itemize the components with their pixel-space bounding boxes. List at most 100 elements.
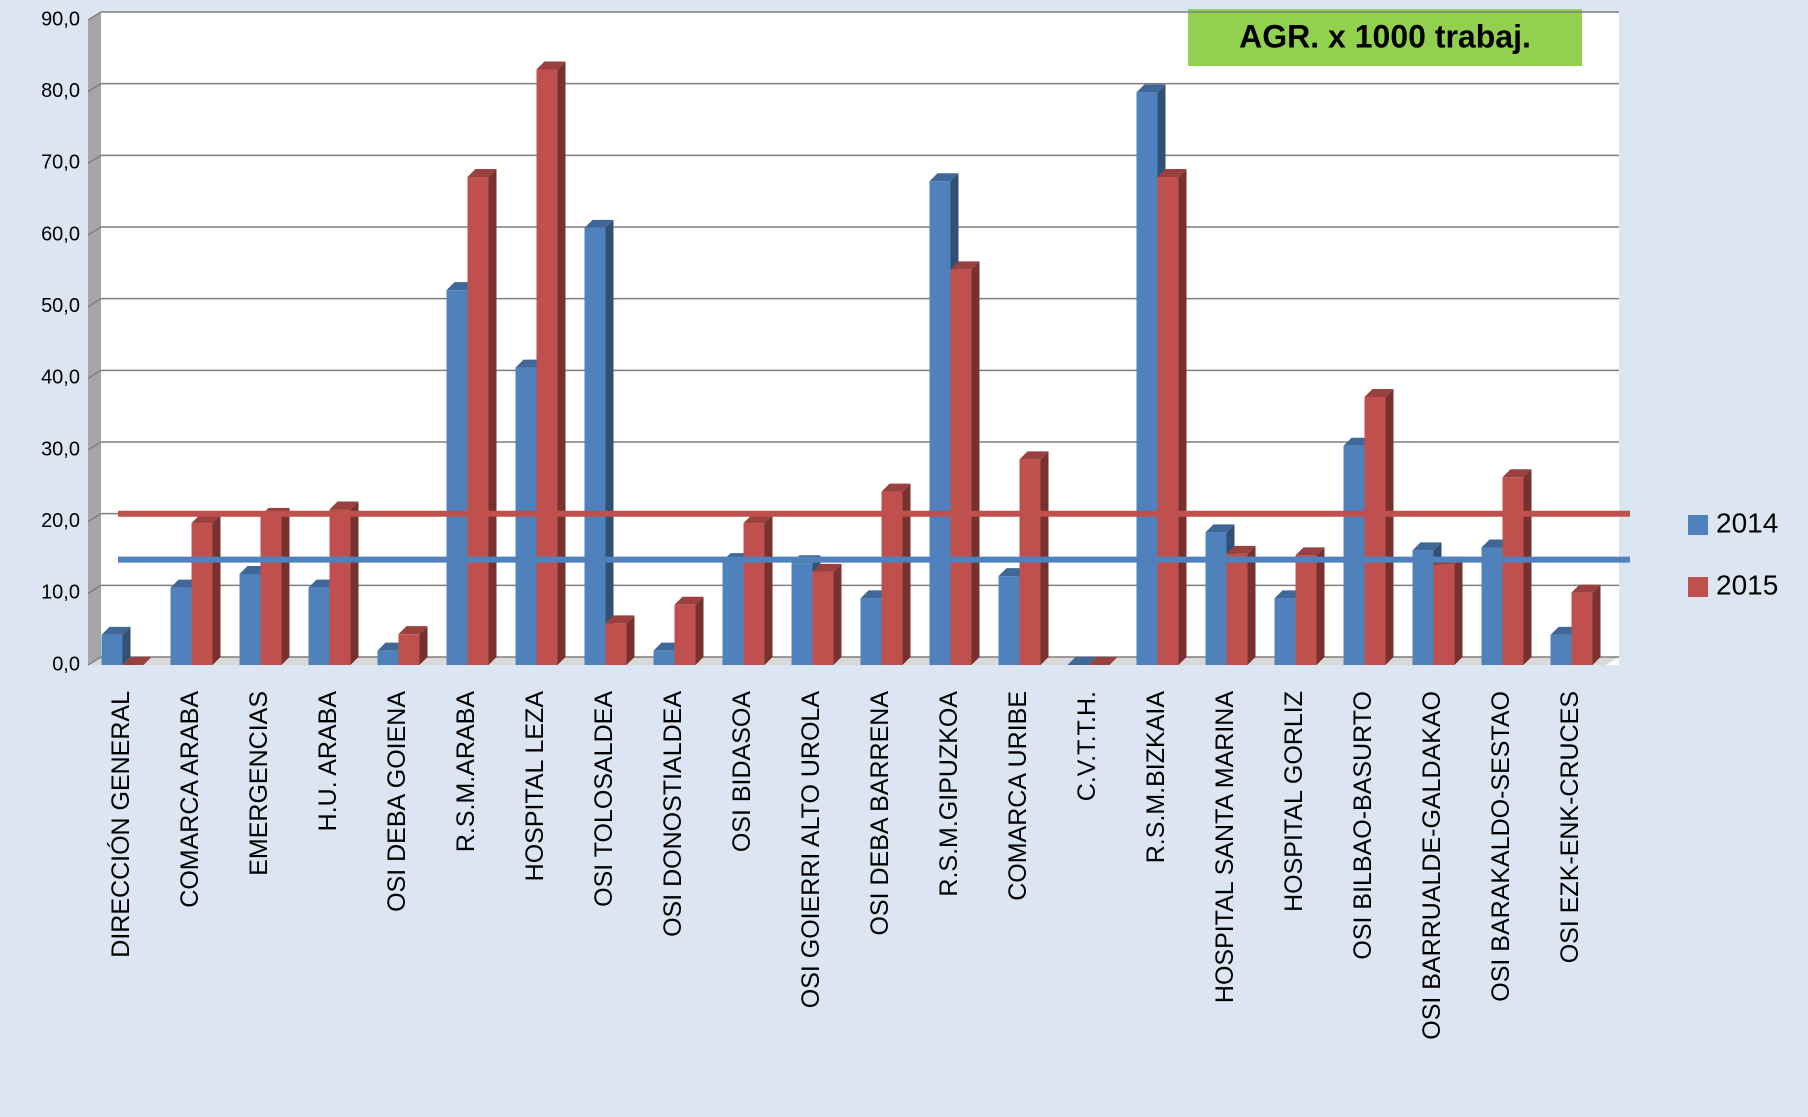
bar <box>398 626 428 665</box>
bar-side <box>764 515 773 665</box>
legend-label: 2014 <box>1716 507 1778 538</box>
bar-side <box>281 507 290 665</box>
bar-top <box>584 219 614 228</box>
bar-front <box>929 181 951 665</box>
bar-front <box>881 491 903 665</box>
bar-side <box>350 501 359 665</box>
bar-front <box>653 650 675 665</box>
bar <box>467 168 497 665</box>
x-tick-label: EMERGENCIAS <box>245 691 273 876</box>
bar <box>260 507 290 665</box>
bar-top <box>881 483 911 492</box>
y-tick-label: 30,0 <box>41 438 80 460</box>
bar-front <box>1481 547 1503 665</box>
bar-top <box>1067 657 1097 665</box>
bar-top <box>1226 545 1256 554</box>
x-tick-label: H.U. ARABA <box>314 691 342 832</box>
y-tick-label: 90,0 <box>41 8 80 30</box>
bar-front <box>1274 598 1296 665</box>
bar-front <box>467 176 489 665</box>
bar-front <box>1571 592 1593 665</box>
side-wall <box>88 12 101 665</box>
grid-line <box>87 11 1619 21</box>
y-tick-label: 70,0 <box>41 152 80 174</box>
bar-top <box>605 615 635 624</box>
bar <box>1088 657 1118 665</box>
bar <box>950 261 980 665</box>
bar-side <box>1316 547 1325 665</box>
bar-front <box>605 623 627 665</box>
legend-label: 2015 <box>1716 569 1778 600</box>
bar-side <box>488 168 497 665</box>
bar <box>122 657 152 665</box>
grid-line <box>87 584 1619 594</box>
bar-side <box>122 626 131 665</box>
bar-top <box>1364 388 1394 397</box>
x-tick-label: HOSPITAL SANTA MARINA <box>1211 691 1239 1003</box>
grid-line <box>87 441 1619 451</box>
x-tick-label: OSI EZK-ENK-CRUCES <box>1556 691 1584 963</box>
bar-top <box>1412 542 1442 551</box>
y-tick-label: 20,0 <box>41 510 80 532</box>
legend-swatch <box>1688 515 1708 535</box>
bar-front <box>446 290 468 665</box>
bar-top <box>101 626 131 635</box>
bar-front <box>260 515 282 665</box>
bar <box>1067 657 1097 665</box>
bar-top <box>674 596 704 605</box>
bar-front <box>1136 92 1158 666</box>
bar-front <box>398 634 420 665</box>
bar-top <box>950 261 980 270</box>
bar <box>881 483 911 665</box>
bar-front <box>329 509 351 665</box>
bar-side <box>1385 388 1394 665</box>
x-tick-label: HOSPITAL LEZA <box>521 691 549 882</box>
bar-top <box>467 168 497 177</box>
bar-top <box>191 515 221 524</box>
bar-front <box>860 598 882 665</box>
bar-side <box>971 261 980 665</box>
bar-side <box>1454 556 1463 665</box>
bar-top <box>398 626 428 635</box>
x-tick-label: OSI BIDASOA <box>728 691 756 852</box>
bar-front <box>191 523 213 665</box>
y-tick-label: 40,0 <box>41 367 80 389</box>
bar <box>674 596 704 665</box>
bar-front <box>1550 634 1572 665</box>
bar-top <box>812 563 842 572</box>
bar-top <box>1019 451 1049 460</box>
bar-front <box>101 634 123 665</box>
bar-top <box>743 515 773 524</box>
y-tick-label: 60,0 <box>41 223 80 245</box>
bar <box>101 626 131 665</box>
legend-swatch <box>1688 577 1708 597</box>
bar-top <box>1295 547 1325 556</box>
x-tick-label: OSI DEBA GOIENA <box>383 691 411 912</box>
bar-front <box>1343 445 1365 665</box>
bar-front <box>950 269 972 665</box>
grid-line <box>87 226 1619 236</box>
bar-side <box>695 596 704 665</box>
bar-front <box>722 561 744 665</box>
bar-front <box>308 587 330 665</box>
bar-top <box>1157 168 1187 177</box>
bar-top <box>1571 584 1601 593</box>
bar-front <box>1205 532 1227 665</box>
grid-line <box>87 369 1619 379</box>
grid-line <box>87 297 1619 308</box>
bar-side <box>605 219 614 666</box>
bar-top <box>329 501 359 510</box>
y-tick-label: 50,0 <box>41 295 80 317</box>
y-tick-label: 0,0 <box>52 653 80 675</box>
bar-front <box>791 563 813 665</box>
bar-side <box>212 515 221 665</box>
bar <box>329 501 359 665</box>
x-tick-label: OSI BARRUALDE-GALDAKAO <box>1418 691 1446 1040</box>
bar-side <box>1247 545 1256 665</box>
bar-side <box>902 483 911 665</box>
bar-front <box>743 523 765 665</box>
x-tick-label: OSI DONOSTIALDEA <box>659 691 687 937</box>
x-tick-label: HOSPITAL GORLIZ <box>1280 691 1308 912</box>
